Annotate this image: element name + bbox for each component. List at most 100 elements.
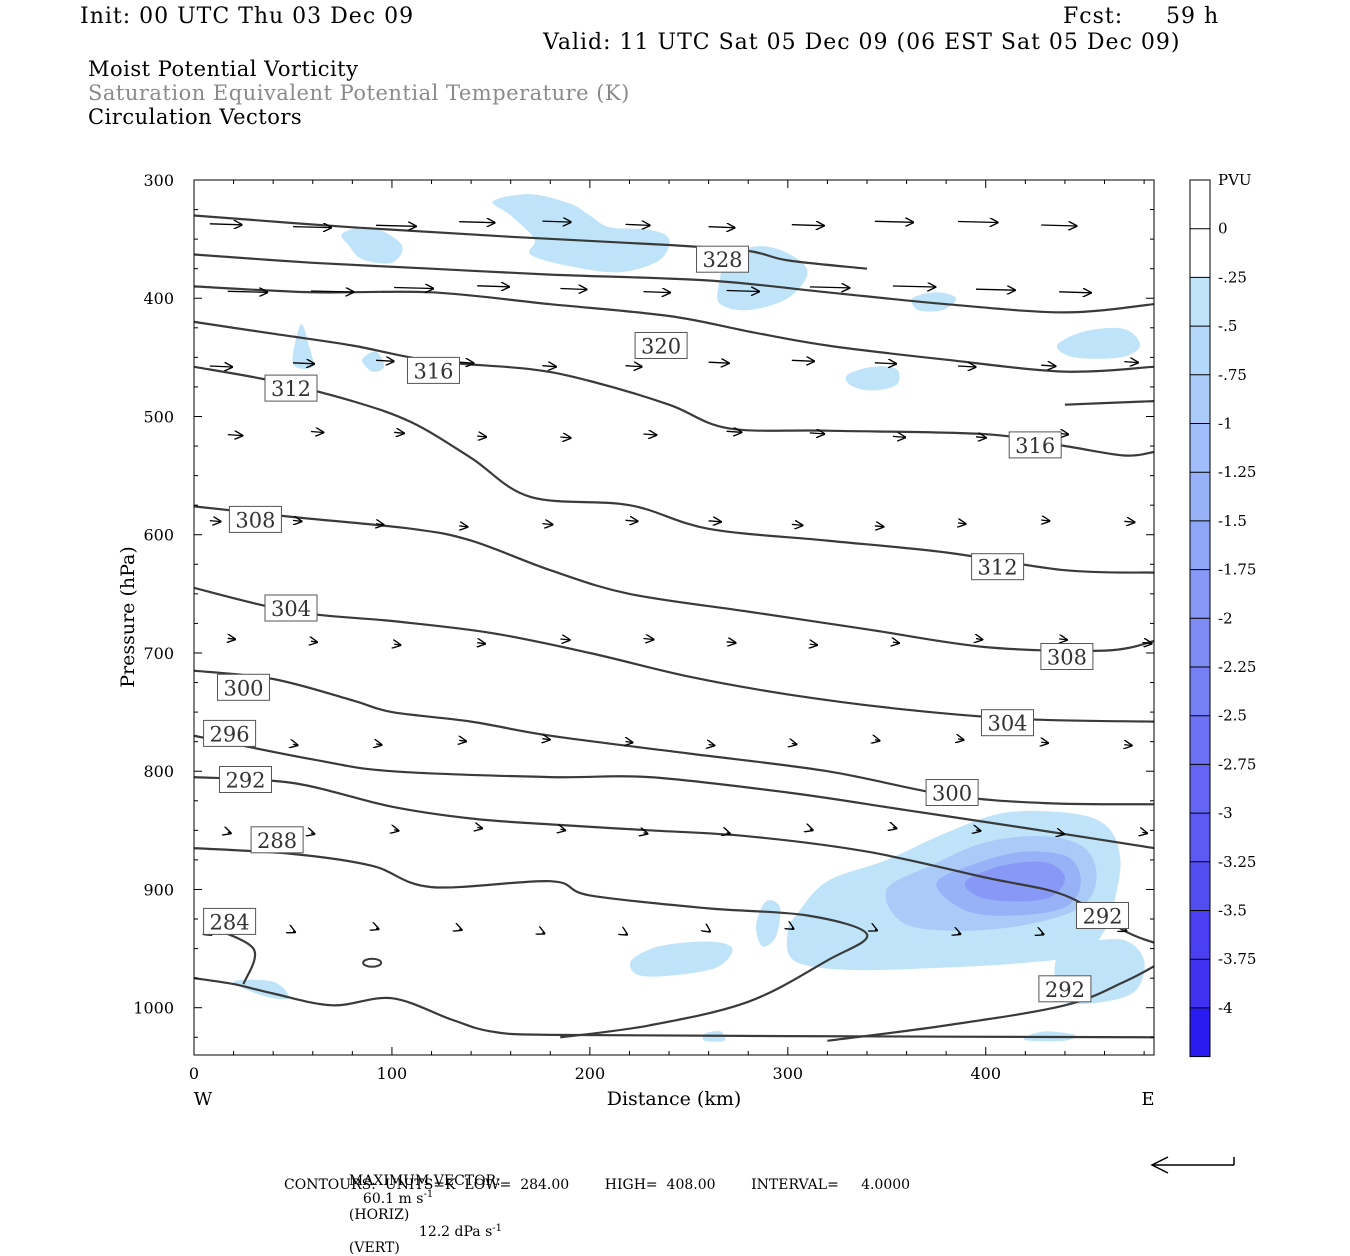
circulation-vector <box>376 360 394 361</box>
circulation-vector <box>209 366 233 367</box>
contour-label-box <box>250 826 304 854</box>
colorbar-swatch <box>1190 228 1210 278</box>
circulation-vector <box>1124 930 1126 931</box>
contour-296 <box>194 734 1154 850</box>
circulation-vector <box>394 830 398 831</box>
circulation-vector <box>892 286 936 287</box>
colorbar-swatch <box>1190 667 1210 716</box>
contour-labels: 328 320 316 312 316 308 312 304 308 300 304 296 300 2… <box>203 245 1129 1003</box>
circulation-vector <box>708 227 735 228</box>
colorbar-swatch <box>1190 569 1210 619</box>
circulation-vector <box>810 829 813 830</box>
circulation-vector <box>560 639 569 640</box>
colorbar-swatch <box>1190 861 1210 911</box>
field-mpv: Moist Potential Vorticity <box>88 57 359 81</box>
colorbar-title: PVU <box>1218 171 1252 189</box>
y-tick-label: 700 <box>143 644 174 663</box>
circulation-vector <box>376 524 384 525</box>
circulation-vector <box>459 222 495 223</box>
contour-label: 304 <box>981 709 1034 737</box>
contour-label-text: 284 <box>210 910 250 934</box>
contour-288 <box>194 847 869 1039</box>
contour-label: 292 <box>1038 975 1092 1003</box>
circulation-vector <box>791 360 814 361</box>
circulation-vector <box>1041 742 1048 743</box>
contour-label-box <box>1040 643 1094 670</box>
colorbar-label: 0 <box>1218 220 1228 238</box>
pv-region <box>362 351 385 372</box>
y-tick-label: 400 <box>143 289 174 308</box>
pv-region <box>964 861 1065 902</box>
contour-304 <box>194 586 1154 723</box>
contour-label-box <box>971 553 1025 581</box>
contour-label: 316 <box>1008 431 1062 459</box>
circulation-vector <box>542 524 552 525</box>
x-tick-label: 0 <box>189 1064 199 1083</box>
colorbar-swatch <box>1190 813 1210 862</box>
circulation-vector <box>708 521 721 522</box>
colorbar-label: -1.75 <box>1218 561 1256 579</box>
circulation-vector <box>394 432 404 433</box>
circulation-vector <box>1142 643 1152 644</box>
circulation-vector <box>643 292 671 293</box>
max-vector-vert-tag: (VERT) <box>348 1240 400 1256</box>
pv-region <box>629 941 733 977</box>
circulation-vector <box>560 829 565 830</box>
colorbar-label: -.5 <box>1218 317 1237 335</box>
circulation-vector <box>310 291 354 292</box>
contour-label: 312 <box>971 553 1025 581</box>
colorbar-swatch <box>1190 910 1210 960</box>
circulation-vector <box>893 827 897 828</box>
circulation-vector <box>792 928 794 929</box>
contour-label: 292 <box>1076 902 1129 929</box>
horiz-unit-exponent: -1 <box>423 1189 434 1200</box>
contour-label: 328 <box>696 245 749 273</box>
contour-label-box <box>981 709 1034 737</box>
colorbar-swatch <box>1190 520 1210 570</box>
contour-label: 292 <box>219 766 272 793</box>
theta-es-contours <box>194 214 1154 1042</box>
colorbar-label: -1.25 <box>1218 463 1256 481</box>
contour-label-text: 312 <box>978 556 1018 580</box>
circulation-vector <box>976 830 981 831</box>
circulation-vector <box>975 437 986 438</box>
x-tick-label: 300 <box>773 1064 804 1083</box>
contour-label-text: 312 <box>271 377 311 401</box>
x-axis-title: Distance (km) <box>607 1088 742 1110</box>
circulation-vector <box>293 931 295 932</box>
circulation-vector <box>958 523 966 524</box>
circulation-vector <box>1041 225 1076 226</box>
circulation-vector <box>726 642 736 643</box>
colorbar-label: -1 <box>1218 415 1233 433</box>
pv-shading <box>233 194 1145 1042</box>
x-east-label: E <box>1141 1089 1154 1110</box>
circulation-vector <box>874 363 896 364</box>
circulation-vector <box>791 524 803 525</box>
contour-label-box <box>228 505 282 533</box>
circulation-vector <box>542 366 556 367</box>
max-vector-line: MAXIMUM VECTOR: 60.1 m s-1 (HORIZ) 12.2 … <box>340 1157 502 1256</box>
forecast-hour: 59 h <box>1166 4 1220 29</box>
y-tick-label: 800 <box>143 762 174 781</box>
cross-section-chart: 328 320 316 312 316 308 312 304 308 300 304 296 300 2… <box>117 171 1256 1110</box>
pv-region <box>341 226 403 264</box>
circulation-vectors <box>210 221 1152 935</box>
pv-region <box>845 366 900 391</box>
pv-region <box>1056 327 1141 359</box>
colorbar-label: -2 <box>1218 609 1233 627</box>
circulation-vector <box>727 833 730 834</box>
circulation-vector <box>1041 520 1049 521</box>
contour-label-text: 308 <box>235 508 275 532</box>
circulation-vector <box>625 520 638 521</box>
contour-label-text: 300 <box>223 676 263 700</box>
circulation-vector <box>459 929 462 930</box>
contour-label-text: 316 <box>413 359 453 383</box>
contour-300 <box>194 669 1154 806</box>
contour-label-box <box>264 374 318 402</box>
circulation-vector <box>875 740 880 741</box>
contour-label-text: 300 <box>932 782 972 806</box>
circulation-vector <box>477 643 485 644</box>
x-tick-label: 100 <box>377 1064 408 1083</box>
pv-colorbar: 0 -.25 -.5 -.75 -1 -1.25 -1.5 -1.75 -2 -2.25 -2.5 -… <box>1189 171 1256 1058</box>
circulation-vector <box>958 739 964 740</box>
